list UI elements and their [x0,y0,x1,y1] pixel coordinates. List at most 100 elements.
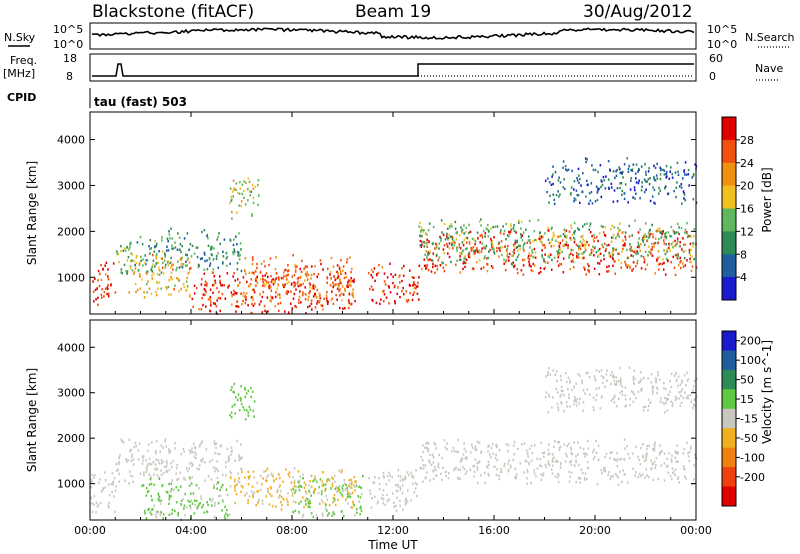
data-cell [602,376,605,379]
data-cell [161,484,164,487]
data-cell [353,484,355,487]
data-cell [676,237,679,240]
data-cell [326,514,329,517]
data-cell [157,511,159,514]
data-cell [425,476,427,479]
data-cell [669,234,671,238]
data-cell [677,460,679,463]
data-cell [579,477,582,480]
data-cell [551,460,554,463]
data-cell [615,248,617,251]
data-cell [324,489,326,492]
data-cell [228,455,230,458]
data-cell [652,478,655,482]
data-cell [635,445,637,449]
data-cell [616,451,618,455]
data-cell [335,486,338,489]
data-cell [148,457,151,460]
data-cell [251,256,254,259]
data-cell [556,250,558,253]
data-cell [332,513,334,517]
data-cell [645,453,647,456]
data-cell [233,272,235,275]
data-cell [544,246,546,249]
data-cell [215,305,218,308]
data-cell [257,179,260,182]
data-cell [632,375,635,379]
data-cell [336,264,339,267]
data-cell [458,243,461,246]
data-cell [655,456,658,460]
data-cell [616,234,619,237]
data-cell [677,170,679,173]
data-cell [570,260,573,263]
data-cell [346,492,349,496]
data-cell [495,473,498,477]
data-cell [104,486,107,489]
data-cell [261,502,264,505]
data-cell [192,305,194,308]
data-cell [187,499,190,503]
data-cell [667,231,670,234]
data-cell [360,486,362,490]
data-cell [253,415,255,418]
data-cell [606,270,608,273]
data-cell [577,373,580,376]
data-cell [656,228,659,231]
data-cell [175,486,178,489]
data-cell [515,246,518,250]
data-cell [578,248,580,251]
data-cell [633,393,635,396]
data-cell [170,482,173,485]
data-cell [195,456,197,460]
data-cell [311,287,314,290]
data-cell [473,475,475,478]
data-cell [108,506,110,509]
data-cell [172,268,174,271]
data-cell [314,294,317,297]
data-cell [300,485,303,488]
data-cell [635,470,637,474]
data-cell [438,247,440,250]
data-cell [265,469,267,473]
data-cell [553,202,556,206]
data-cell [210,478,213,481]
data-cell [498,255,500,258]
data-cell [693,173,695,176]
data-cell [189,242,192,246]
data-cell [139,472,142,475]
data-cell [565,380,568,384]
data-cell [230,291,233,294]
data-cell [658,192,660,195]
data-cell [565,243,568,247]
data-cell [638,168,640,172]
data-cell [326,509,328,512]
data-cell [207,475,210,478]
data-cell [558,248,560,252]
data-cell [551,472,554,475]
data-cell [344,307,346,310]
data-cell [416,285,419,288]
data-cell [168,293,170,296]
data-cell [418,298,420,301]
data-cell [219,279,221,282]
data-cell [593,408,595,412]
data-cell [619,222,621,225]
data-cell [516,255,519,259]
data-cell [174,241,176,244]
data-cell [687,234,690,238]
data-cell [477,481,479,485]
data-cell [95,501,98,504]
data-cell [190,482,193,485]
data-cell [577,253,580,256]
data-cell [156,272,159,276]
data-cell [692,403,695,406]
data-cell [337,486,340,489]
data-cell [571,452,574,456]
data-cell [339,293,341,297]
data-cell [151,441,153,444]
data-cell [100,490,103,493]
data-cell [579,244,581,248]
data-cell [562,160,565,163]
data-cell [166,491,169,494]
